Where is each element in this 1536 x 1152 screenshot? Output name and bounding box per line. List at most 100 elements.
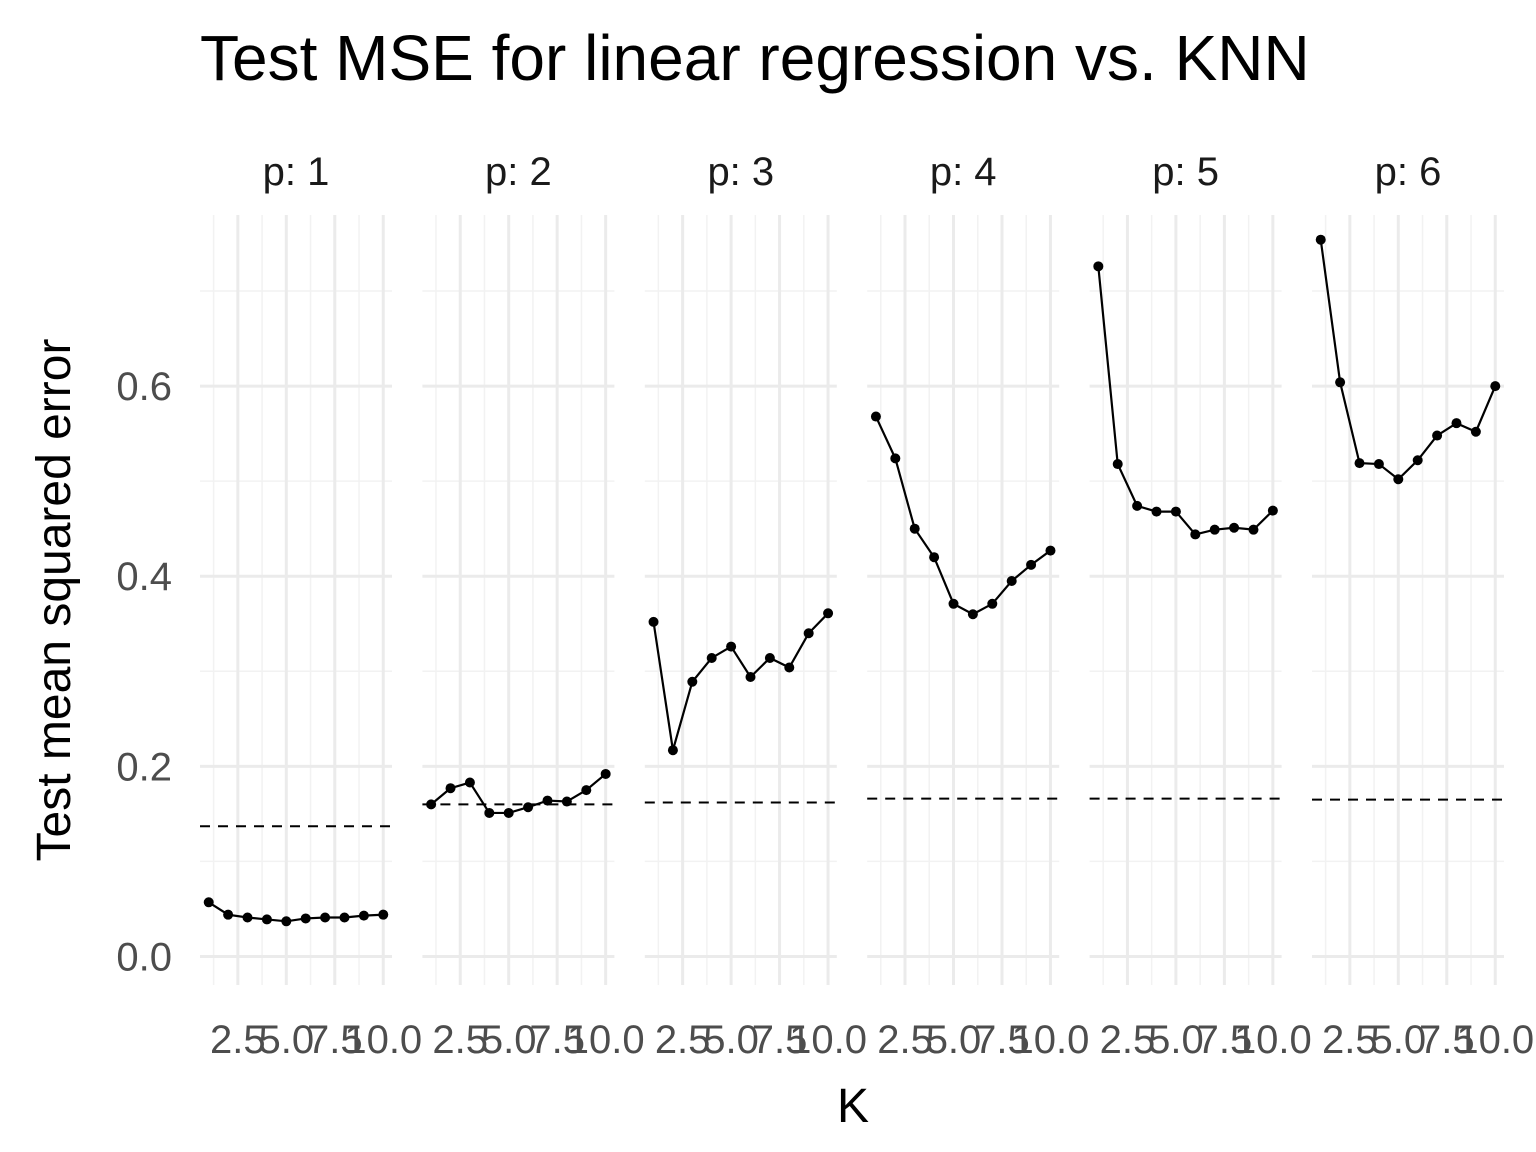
y-axis-title: Test mean squared error (28, 339, 81, 862)
x-tick-label: 2.5 (1322, 1018, 1378, 1062)
knn-point (909, 523, 920, 534)
x-tick-label: 5.0 (1370, 1018, 1426, 1062)
facet-panel: p: 4 2.55.07.510.0 (867, 150, 1089, 1062)
knn-point (320, 912, 331, 923)
x-tick-label: 7.5 (974, 1018, 1030, 1062)
knn-point (1393, 474, 1404, 485)
x-tick-label: 2.5 (877, 1018, 933, 1062)
knn-point (1373, 459, 1384, 470)
x-tick-label: 5.0 (703, 1018, 759, 1062)
x-tick-label: 10.0 (567, 1018, 645, 1062)
knn-point (745, 672, 756, 682)
x-tick-label: 5.0 (258, 1018, 314, 1062)
knn-point (300, 913, 311, 924)
knn-point (223, 909, 234, 920)
knn-point (1045, 545, 1056, 556)
x-tick-label: 7.5 (752, 1018, 808, 1062)
x-tick-label: 2.5 (432, 1018, 488, 1062)
knn-point (1093, 261, 1104, 272)
knn-point (484, 807, 495, 818)
x-tick-label: 2.5 (210, 1018, 266, 1062)
knn-point (1490, 381, 1501, 392)
knn-point (870, 411, 881, 422)
knn-point (1267, 505, 1278, 516)
knn-point (464, 777, 475, 788)
knn-point (987, 598, 998, 609)
x-tick-label: 10.0 (789, 1018, 867, 1062)
knn-point (1315, 234, 1326, 245)
x-tick-label: 5.0 (481, 1018, 537, 1062)
knn-point (1151, 506, 1162, 517)
y-tick-label: 0.6 (116, 365, 172, 409)
x-tick-label: 2.5 (655, 1018, 711, 1062)
knn-line (208, 901, 384, 923)
knn-line (1097, 266, 1274, 536)
x-tick-label: 10.0 (1012, 1018, 1090, 1062)
knn-point (784, 662, 795, 673)
knn-point (687, 676, 698, 687)
facet-label: p: 5 (1152, 150, 1219, 194)
x-tick-label: 10.0 (1234, 1018, 1312, 1062)
x-tick-label: 5.0 (1148, 1018, 1204, 1062)
x-axis-title: K (837, 1080, 869, 1133)
knn-point (1470, 426, 1481, 437)
chart-title: Test MSE for linear regression vs. KNN (200, 22, 1310, 94)
x-tick-label: 7.5 (307, 1018, 363, 1062)
knn-line (1319, 239, 1497, 481)
knn-point (1354, 458, 1365, 469)
x-tick-label: 7.5 (1419, 1018, 1475, 1062)
knn-point (667, 745, 678, 756)
knn-point (523, 802, 534, 813)
knn-point (261, 914, 272, 925)
knn-point (1190, 529, 1201, 540)
facet-label: p: 1 (263, 150, 330, 194)
facet-label: p: 3 (707, 150, 774, 194)
knn-point (890, 453, 901, 464)
knn-point (542, 795, 553, 806)
knn-point (1432, 430, 1443, 441)
knn-point (281, 916, 292, 927)
knn-point (378, 909, 389, 920)
knn-point (1006, 575, 1017, 586)
facet-label: p: 2 (485, 150, 552, 194)
knn-point (929, 552, 940, 563)
y-axis-ticks: 0.0 0.2 0.4 0.6 (116, 365, 172, 979)
knn-line (874, 416, 1052, 616)
facet-label: p: 4 (930, 150, 997, 194)
x-tick-label: 5.0 (926, 1018, 982, 1062)
knn-point (339, 912, 350, 923)
knn-point (1229, 522, 1240, 533)
x-tick-label: 7.5 (529, 1018, 585, 1062)
knn-point (648, 616, 659, 627)
knn-point (1132, 500, 1143, 511)
knn-point (948, 598, 959, 609)
x-tick-label: 10.0 (1456, 1018, 1534, 1062)
x-tick-label: 2.5 (1100, 1018, 1156, 1062)
x-tick-label: 7.5 (1197, 1018, 1253, 1062)
knn-point (581, 785, 592, 796)
knn-point (967, 609, 978, 620)
facet-panel: p: 6 2.55.07.510.0 (1312, 150, 1534, 1062)
y-tick-label: 0.0 (116, 935, 172, 979)
knn-point (445, 783, 456, 794)
knn-point (706, 652, 717, 663)
knn-point (203, 897, 214, 908)
knn-line (652, 612, 829, 751)
knn-point (1335, 377, 1346, 388)
y-tick-label: 0.4 (116, 555, 172, 599)
x-tick-label: 10.0 (344, 1018, 422, 1062)
knn-point (358, 910, 369, 921)
knn-point (823, 608, 834, 619)
facets: p: 12.55.07.510.0p: 22.55.07.510.0p: 32.… (200, 150, 1534, 1062)
knn-point (1451, 418, 1462, 429)
knn-point (1170, 506, 1181, 517)
knn-point (1112, 459, 1123, 470)
facet-panel: p: 1 2.55.07.510.0 (200, 150, 422, 1062)
facet-panel: p: 3 2.55.07.510.0 (644, 150, 867, 1062)
facet-label: p: 6 (1375, 150, 1442, 194)
knn-point (1209, 524, 1220, 535)
knn-point (561, 796, 572, 807)
knn-point (1026, 559, 1037, 570)
knn-point (726, 641, 737, 652)
